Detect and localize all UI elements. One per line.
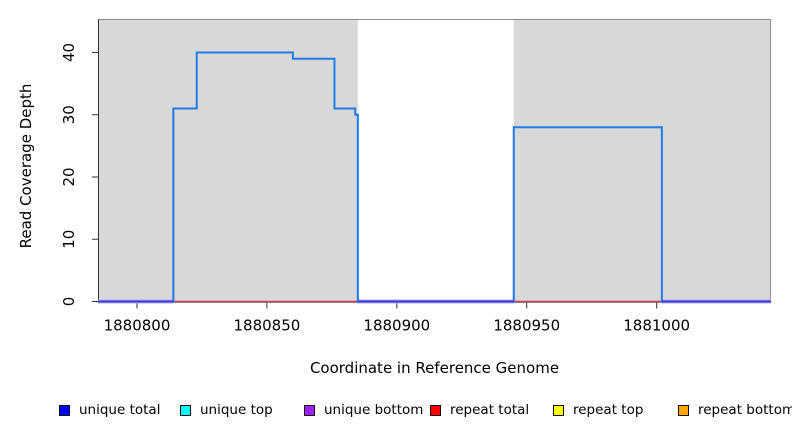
- y-tick-label: 20: [60, 167, 78, 186]
- y-tick-label: 10: [60, 230, 78, 249]
- x-tick-label: 1880900: [363, 317, 430, 335]
- y-tick-label: 0: [60, 297, 78, 307]
- x-axis-title: Coordinate in Reference Genome: [309, 359, 560, 377]
- shaded-coverage-region: [513, 19, 771, 303]
- unique-total-coverage-line: [98, 51, 771, 303]
- x-tick-label: 1880850: [233, 317, 300, 335]
- x-tick-label: 1880950: [493, 317, 560, 335]
- x-tick-label: 1880800: [104, 317, 171, 335]
- y-tick-label: 30: [60, 105, 78, 124]
- y-tick-label: 40: [60, 43, 78, 62]
- y-axis-title: Read Coverage Depth: [17, 83, 35, 249]
- shaded-coverage-region: [98, 19, 358, 303]
- x-tick-label: 1881000: [623, 317, 690, 335]
